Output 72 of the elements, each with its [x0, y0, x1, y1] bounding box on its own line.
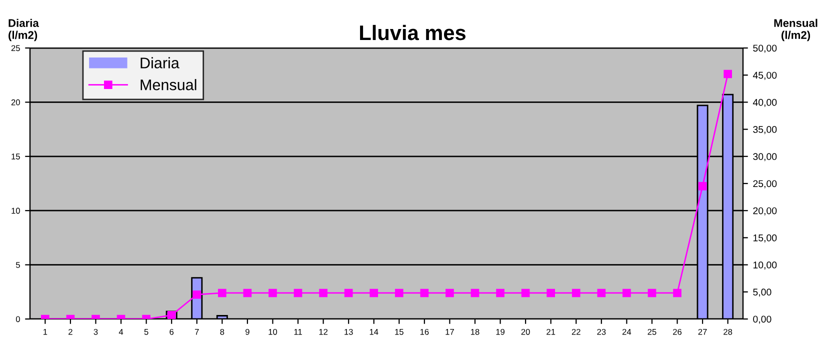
x-tick-label: 15	[395, 329, 404, 335]
y2-tick-label: 45,00	[752, 72, 777, 80]
y2-tick-label: 25,00	[753, 180, 777, 188]
x-tick-label: 22	[572, 328, 580, 335]
x-tick-label: 5	[144, 329, 148, 335]
point	[394, 288, 404, 298]
x-tick-label: 14	[370, 329, 378, 335]
x-tick-label: 7	[194, 329, 199, 335]
point	[446, 288, 454, 298]
y-tick-label: 15	[12, 154, 20, 160]
x-tick-label: 1	[43, 329, 48, 335]
x-tick-label: 25	[648, 328, 656, 335]
x-tick-label: 17	[446, 329, 454, 335]
point	[622, 288, 631, 298]
y-tick-label: 10	[12, 208, 20, 214]
point	[648, 288, 656, 298]
point	[496, 288, 504, 298]
y2-tick-label: 20,00	[753, 207, 777, 216]
chart-title: Lluvia mes	[360, 24, 466, 40]
x-tick-label: 26	[673, 328, 682, 335]
y-tick-label: 0	[16, 316, 20, 322]
y2-tick-label: 0,00	[753, 316, 772, 324]
x-tick-label: 18	[470, 328, 480, 335]
y-axis-title: Diaria (l/m2)	[8, 18, 39, 42]
x-tick-label: 20	[521, 328, 530, 335]
x-tick-label: 11	[294, 329, 302, 335]
x-tick-label: 2	[68, 328, 72, 335]
y2-tick-label: 50,00	[753, 44, 777, 53]
point	[572, 288, 580, 298]
point	[319, 288, 328, 298]
point	[546, 288, 556, 298]
legend-label: Diaria	[140, 57, 180, 68]
y2-axis-title: Mensual (l/m2)	[774, 18, 818, 42]
legend-label: Mensual	[140, 79, 196, 90]
point	[420, 288, 429, 298]
x-tick-label: 12	[319, 328, 328, 335]
x-tick-label: 13	[344, 328, 353, 335]
x-tick-label: 4	[118, 329, 124, 335]
point	[597, 288, 606, 298]
y2-tick-label: 15,00	[753, 234, 777, 242]
y-tick-label: 20	[11, 99, 20, 106]
x-tick-label: 3	[94, 328, 98, 335]
y-tick-label: 5	[16, 262, 20, 268]
point	[344, 288, 353, 298]
y2-tick-label: 30,00	[753, 153, 777, 162]
point	[470, 288, 480, 298]
point	[243, 288, 252, 298]
point	[218, 288, 226, 298]
point	[192, 290, 202, 299]
x-tick-label: 24	[622, 328, 632, 335]
point	[698, 182, 707, 190]
x-tick-label: 21	[546, 328, 556, 335]
x-tick-label: 9	[246, 328, 250, 335]
point	[521, 288, 530, 298]
y2-tick-label: 5,00	[753, 288, 772, 297]
y-tick-label: 25	[11, 45, 20, 52]
x-tick-label: 23	[597, 328, 606, 335]
y2-tick-label: 10,00	[753, 262, 777, 270]
x-tick-label: 10	[268, 328, 278, 335]
point	[268, 288, 277, 298]
x-tick-label: 6	[170, 328, 174, 335]
x-tick-label: 28	[724, 328, 732, 335]
x-tick-label: 19	[496, 328, 505, 335]
point	[294, 288, 302, 298]
point	[673, 288, 682, 298]
point	[370, 288, 378, 298]
x-tick-label: 16	[420, 328, 429, 335]
x-tick-label: 8	[220, 328, 224, 335]
point	[724, 70, 732, 78]
y2-tick-label: 35,00	[753, 126, 777, 134]
x-tick-label: 27	[698, 328, 707, 335]
y2-tick-label: 40,00	[752, 98, 777, 107]
